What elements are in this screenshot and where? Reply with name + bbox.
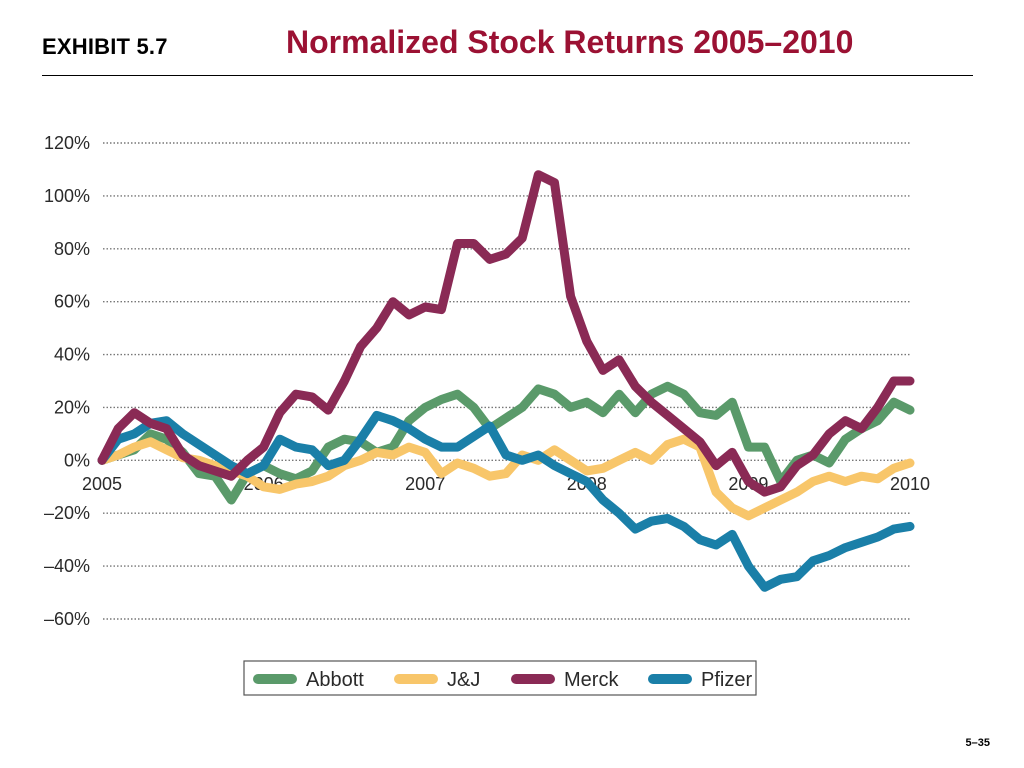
legend-label: Pfizer — [701, 669, 752, 691]
y-tick-label: 80% — [54, 239, 90, 259]
y-axis-tick-labels: 120% 100% 80% 60% 40% 20% 0% –20% –40% –60% — [44, 133, 90, 629]
series-line-abbott — [97, 381, 915, 505]
y-tick-label: –60% — [44, 609, 90, 629]
title-divider — [42, 75, 973, 76]
y-tick-label: –40% — [44, 556, 90, 576]
series-line-pfizer — [97, 410, 915, 592]
series-line-merck — [97, 170, 915, 497]
legend-label: Abbott — [306, 669, 364, 691]
y-tick-label: 120% — [44, 133, 90, 153]
x-tick-label: 2007 — [405, 474, 445, 494]
y-tick-label: –20% — [44, 503, 90, 523]
legend-label: Merck — [564, 669, 619, 691]
y-tick-label: 0% — [64, 450, 90, 470]
chart-legend: Abbott J&J Merck Pfizer — [243, 660, 757, 696]
y-tick-label: 100% — [44, 186, 90, 206]
x-tick-label: 2005 — [82, 474, 122, 494]
legend-label: J&J — [447, 669, 480, 691]
page-number: 5–35 — [965, 737, 990, 749]
y-tick-label: 20% — [54, 397, 90, 417]
y-tick-label: 40% — [54, 345, 90, 365]
chart-gridlines — [103, 142, 910, 620]
exhibit-label: EXHIBIT 5.7 — [42, 34, 168, 59]
page-title: Normalized Stock Returns 2005–2010 — [286, 24, 854, 60]
chart-series-lines — [97, 170, 915, 592]
y-tick-label: 60% — [54, 292, 90, 312]
x-tick-label: 2010 — [890, 474, 930, 494]
